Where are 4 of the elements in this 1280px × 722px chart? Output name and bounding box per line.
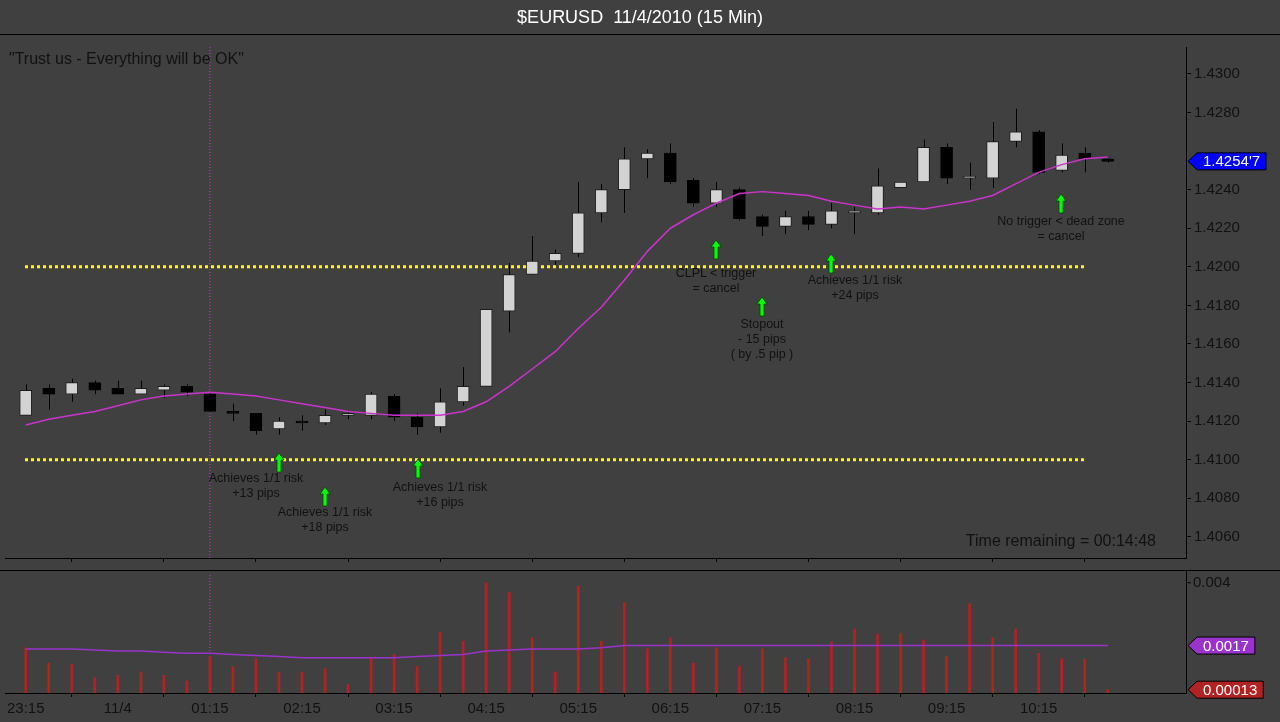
- text: 0.0017: [1203, 636, 1249, 654]
- text: 0.00013: [1203, 680, 1258, 698]
- text: 1.4254'7: [1203, 152, 1261, 170]
- chart-title: $EURUSD 11/4/2010 (15 Min): [0, 0, 1280, 35]
